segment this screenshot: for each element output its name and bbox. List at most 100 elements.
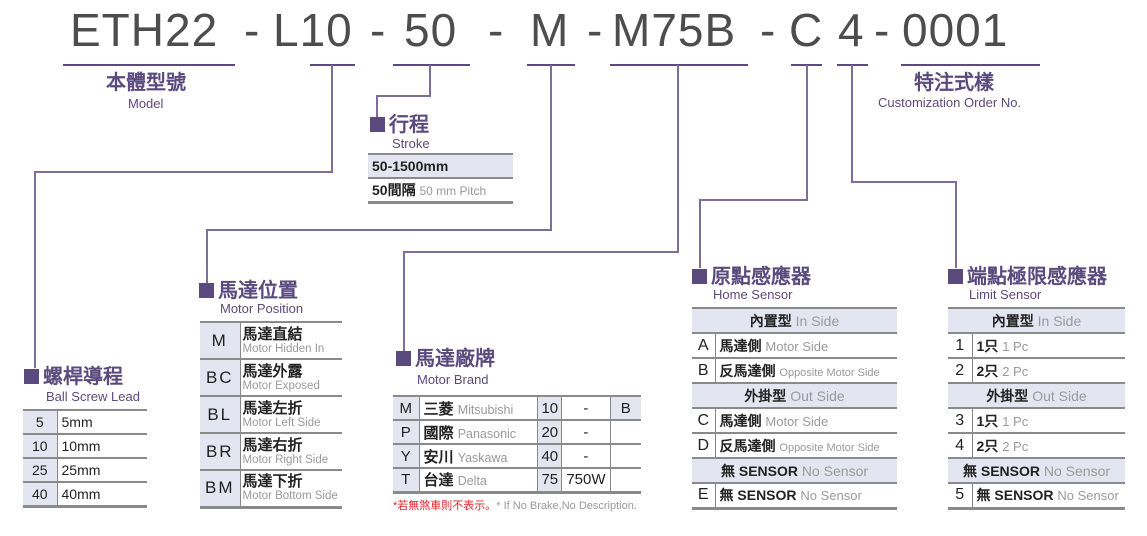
table-row: Y 安川 Yaskawa 40- <box>393 444 641 468</box>
table-row: T 台達 Delta 75 750W <box>393 468 641 492</box>
table-row: 50-1500mm <box>368 154 513 178</box>
table-row: P 國際 Panasonic 20- <box>393 420 641 444</box>
brand-subtitle: Motor Brand <box>417 372 489 387</box>
table-row: 2 2只 2 Pc <box>948 358 1125 383</box>
limit-en: 1 Pc <box>1002 413 1029 429</box>
stroke-pitch: 50間隔 50 mm Pitch <box>372 181 487 198</box>
brand-zh: 台達 <box>423 472 454 490</box>
table-row: 無 SENSOR No Sensor <box>692 458 897 483</box>
table-row: 外掛型 Out Side <box>948 383 1125 408</box>
brand-code: P <box>393 420 420 444</box>
home-en: Motor Side <box>765 338 829 354</box>
limit-code: 4 <box>948 433 973 458</box>
home-code: B <box>692 358 716 383</box>
table-row: C 馬達側 Motor Side <box>692 408 897 433</box>
power-value: - <box>561 396 611 420</box>
limit-table: 內置型 In Side 1 1只 1 Pc 2 2只 2 Pc 外掛型 Out Side 3… <box>948 307 1125 510</box>
brand-en: Delta <box>457 474 487 489</box>
underline <box>63 64 235 66</box>
brand-name: 國際 Panasonic <box>419 420 539 444</box>
limit-group-zh: 外掛型 <box>986 387 1029 404</box>
home-en: Motor Side <box>765 413 829 429</box>
home-title: 原點感應器 <box>692 266 811 288</box>
brand-title: 馬達廠牌 <box>396 348 495 370</box>
position-title: 馬達位置 <box>199 280 298 302</box>
limit-desc: 1只 1 Pc <box>972 408 1125 433</box>
code-dash: - <box>760 4 777 56</box>
limit-group-header: 內置型 In Side <box>948 308 1125 333</box>
position-table: M 馬達直結 Motor Hidden In BC 馬達外露 Motor Exposed B… <box>200 321 342 509</box>
brand-name: 安川 Yaskawa <box>419 444 539 468</box>
home-zh: 馬達側 <box>719 337 762 354</box>
limit-zh: 1只 <box>976 412 999 429</box>
position-zh: 馬達下折 <box>242 473 303 491</box>
brand-en: Yaskawa <box>457 450 508 465</box>
power-code: 40 <box>537 444 563 468</box>
brand-en: Mitsubishi <box>457 402 514 417</box>
home-zh: 反馬達側 <box>719 437 776 454</box>
limit-en: 2 Pc <box>1002 363 1029 379</box>
brand-code: T <box>393 468 420 492</box>
code-stroke: 50 <box>404 4 458 56</box>
brand-zh: 國際 <box>423 424 454 442</box>
brand-table: M 三菱 Mitsubishi 10- B P 國際 Panasonic 20- Y 安川 Ya… <box>393 395 641 494</box>
limit-desc: 2只 2 Pc <box>972 358 1125 383</box>
position-zh: 馬達右折 <box>242 436 303 454</box>
home-zh: 反馬達側 <box>719 362 776 379</box>
lead-value: 10mm <box>61 438 101 454</box>
home-table: 內置型 In Side A 馬達側 Motor Side B 反馬達側 Opposite… <box>692 307 897 510</box>
home-desc: 無 SENSOR No Sensor <box>715 483 897 508</box>
code-dash: - <box>587 4 604 56</box>
position-desc: 馬達右折 Motor Right Side <box>240 433 342 470</box>
position-code: BL <box>200 396 241 433</box>
position-desc: 馬達外露 Motor Exposed <box>240 359 342 396</box>
brand-title-text: 馬達廠牌 <box>415 348 495 370</box>
table-row: 3 1只 1 Pc <box>948 408 1125 433</box>
table-row: 10 10mm <box>23 434 147 458</box>
brake-code <box>610 468 641 492</box>
brand-zh: 安川 <box>423 448 454 466</box>
table-row: M 馬達直結 Motor Hidden In <box>200 322 342 359</box>
code-position: M <box>530 4 570 56</box>
model-title: 本體型號 <box>106 72 186 94</box>
lead-code: 40 <box>23 482 58 506</box>
lead-value: 40mm <box>61 485 101 502</box>
underline <box>901 64 1040 66</box>
model-subtitle: Model <box>128 96 164 111</box>
table-row: D 反馬達側 Opposite Motor Side <box>692 433 897 458</box>
code-dash: - <box>488 4 505 56</box>
brake-code <box>610 420 641 444</box>
code-order: 0001 <box>902 4 1009 56</box>
position-subtitle: Motor Position <box>220 301 304 316</box>
limit-code: 3 <box>948 408 973 433</box>
position-zh: 馬達外露 <box>242 362 303 380</box>
limit-title: 端點極限感應器 <box>948 266 1107 288</box>
limit-desc: 2只 2 Pc <box>972 433 1125 458</box>
position-desc: 馬達左折 Motor Left Side <box>240 396 342 433</box>
limit-group-zh: 無 SENSOR <box>962 462 1040 479</box>
lead-subtitle: Ball Screw Lead <box>46 389 140 404</box>
limit-group-header: 無 SENSOR No Sensor <box>948 458 1125 483</box>
home-zh: 馬達側 <box>719 412 762 429</box>
table-row: 25 25mm <box>23 458 147 482</box>
lead-table: 5 5mm 10 10mm 25 25mm 40 40mm <box>23 409 147 508</box>
limit-desc: 1只 1 Pc <box>972 333 1125 358</box>
table-row: A 馬達側 Motor Side <box>692 333 897 358</box>
lead-value: 25mm <box>61 462 101 478</box>
power-code: 75 <box>537 468 563 492</box>
lead-code: 10 <box>23 434 58 458</box>
lead-value: 5mm <box>61 414 93 430</box>
stroke-title-text: 行程 <box>389 114 429 136</box>
table-row: 50間隔 50 mm Pitch <box>368 178 513 202</box>
home-code: E <box>692 483 716 508</box>
limit-group-en: In Side <box>1037 312 1082 329</box>
table-row: 4 2只 2 Pc <box>948 433 1125 458</box>
table-row: 內置型 In Side <box>948 308 1125 333</box>
home-group-en: No Sensor <box>801 462 869 479</box>
table-row: BL 馬達左折 Motor Left Side <box>200 396 342 433</box>
home-zh: 無 SENSOR <box>719 487 797 504</box>
home-group-header: 外掛型 Out Side <box>692 383 897 408</box>
position-en: Motor Left Side <box>242 416 321 429</box>
limit-code: 1 <box>948 333 973 358</box>
